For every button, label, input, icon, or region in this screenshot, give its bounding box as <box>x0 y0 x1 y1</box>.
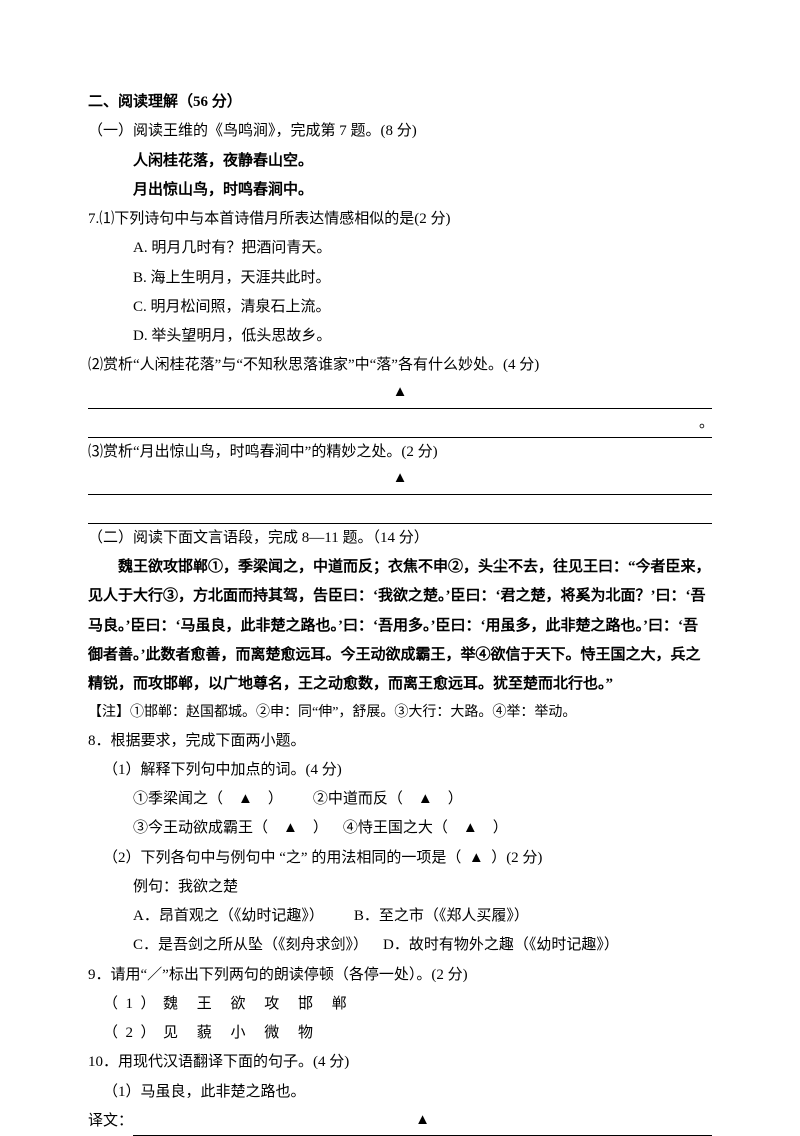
answer-line[interactable] <box>88 409 712 438</box>
translation-label: 译文： <box>88 1107 133 1136</box>
q7-3: ⑶赏析“月出惊山鸟，时鸣春涧中”的精妙之处。(2 分) <box>88 438 712 467</box>
q8-2-example-text: 例句：我欲之楚 <box>133 879 238 895</box>
triangle-mark: ▲ <box>393 378 408 407</box>
q10: 10．用现代汉语翻译下面的句子。(4 分) <box>88 1048 712 1077</box>
passage-line: 精锐，而攻邯郸，以广地尊名，王之动愈数，而离王愈远耳。犹至楚而北行也。” <box>88 670 712 699</box>
passage-line: 马良。’臣曰：‘马虽良，此非楚之路也。’曰：‘吾用多。’臣曰：‘用虽多，此非楚之… <box>88 612 712 641</box>
answer-line[interactable]: ▲ <box>88 381 712 410</box>
q7-1: 7.⑴下列诗句中与本首诗借月所表达情感相似的是(2 分) <box>88 205 712 234</box>
q9-1-text: （1）魏 王 欲 攻 邯 郸 <box>103 996 354 1012</box>
triangle-mark: ▲ <box>393 464 408 493</box>
q8-1-row2: ③今王动欲成霸王（ ▲ ） ④恃王国之大（ ▲ ） <box>88 814 712 843</box>
answer-line[interactable]: ▲ <box>88 467 712 496</box>
triangle-mark: ▲ <box>415 1106 430 1135</box>
passage-line: 御者善。’此数者愈善，而离楚愈远耳。今王动欲成霸王，举④欲信于天下。恃王国之大，… <box>88 641 712 670</box>
q8-2-example: 例句：我欲之楚 <box>88 873 712 902</box>
q7-1-opt-a: A. 明月几时有？把酒问青天。 <box>88 234 712 263</box>
triangle-mark: ▲ <box>283 820 298 836</box>
q8-2-after: ）(2 分) <box>491 850 542 866</box>
q10-translation-row: 译文： ▲ <box>88 1107 712 1136</box>
q8-2-opts-row2: C．是吾剑之所从坠（《刻舟求剑》） D．故时有物外之趣（《幼时记趣》） <box>88 931 712 960</box>
q7-2: ⑵赏析“人闲桂花落”与“不知秋思落谁家”中“落”各有什么妙处。(4 分) <box>88 351 712 380</box>
poem-line-1: 人闲桂花落，夜静春山空。 <box>88 147 712 176</box>
q8: 8．根据要求，完成下面两小题。 <box>88 727 712 756</box>
q8-1: （1）解释下列句中加点的词。(4 分) <box>88 756 712 785</box>
answer-line[interactable] <box>88 495 712 524</box>
triangle-mark: ▲ <box>418 791 433 807</box>
triangle-mark: ▲ <box>469 850 484 866</box>
q8-2-stem: （2）下列各句中与例句中 “之” 的用法相同的一项是（ <box>103 850 461 866</box>
q9-2: （2）见 藐 小 微 物 <box>88 1019 712 1048</box>
q8-2-opt-b: B．至之市（《郑人买履》） <box>354 908 529 924</box>
q8-1-a-label: ①季梁闻之（ <box>133 791 223 807</box>
q7-1-opt-c: C. 明月松间照，清泉石上流。 <box>88 293 712 322</box>
q7-1-opt-b: B. 海上生明月，天涯共此时。 <box>88 264 712 293</box>
triangle-mark: ▲ <box>238 791 253 807</box>
triangle-mark: ▲ <box>463 820 478 836</box>
q10-1: （1）马虽良，此非楚之路也。 <box>88 1078 712 1107</box>
q8-2-opt-a: A．昂首观之（《幼时记趣》） <box>133 908 324 924</box>
passage-line: 见人于大行③，方北面而持其驾，告臣曰：‘我欲之楚。’臣曰：‘君之楚，将奚为北面？… <box>88 582 712 611</box>
q8-2-opt-d: D．故时有物外之趣（《幼时记趣》） <box>383 937 619 953</box>
passage-note: 【注】①邯郸：赵国都城。②申：同“伸”，舒展。③大行：大路。④举：举动。 <box>88 699 712 726</box>
q8-1-d-label: ④恃王国之大（ <box>343 820 448 836</box>
poem-line-2: 月出惊山鸟，时鸣春涧中。 <box>88 176 712 205</box>
q8-1-c-label: ③今王动欲成霸王（ <box>133 820 268 836</box>
q9: 9．请用“／”标出下列两句的朗读停顿（各停一处）。(2 分) <box>88 961 712 990</box>
q8-1-b-label: ②中道而反（ <box>313 791 403 807</box>
section-heading: 二、阅读理解（56 分） <box>88 88 712 117</box>
passage-line: 魏王欲攻邯郸①，季梁闻之，中道而反；衣焦不申②，头尘不去，往见王曰：“今者臣来， <box>88 553 712 582</box>
q9-1: （1）魏 王 欲 攻 邯 郸 <box>88 990 712 1019</box>
part1-intro: （一）阅读王维的《鸟鸣涧》，完成第 7 题。(8 分) <box>88 117 712 146</box>
q7-1-opt-d: D. 举头望明月，低头思故乡。 <box>88 322 712 351</box>
q8-1-row1: ①季梁闻之（ ▲ ） ②中道而反（ ▲ ） <box>88 785 712 814</box>
q9-2-text: （2）见 藐 小 微 物 <box>103 1025 321 1041</box>
q8-2-opts-row1: A．昂首观之（《幼时记趣》） B．至之市（《郑人买履》） <box>88 902 712 931</box>
part2-intro: （二）阅读下面文言语段，完成 8—11 题。（14 分） <box>88 524 712 553</box>
q8-2-opt-c: C．是吾剑之所从坠（《刻舟求剑》） <box>133 937 368 953</box>
answer-line[interactable]: ▲ <box>133 1115 712 1136</box>
q8-2: （2）下列各句中与例句中 “之” 的用法相同的一项是（ ▲ ）(2 分) <box>88 844 712 873</box>
